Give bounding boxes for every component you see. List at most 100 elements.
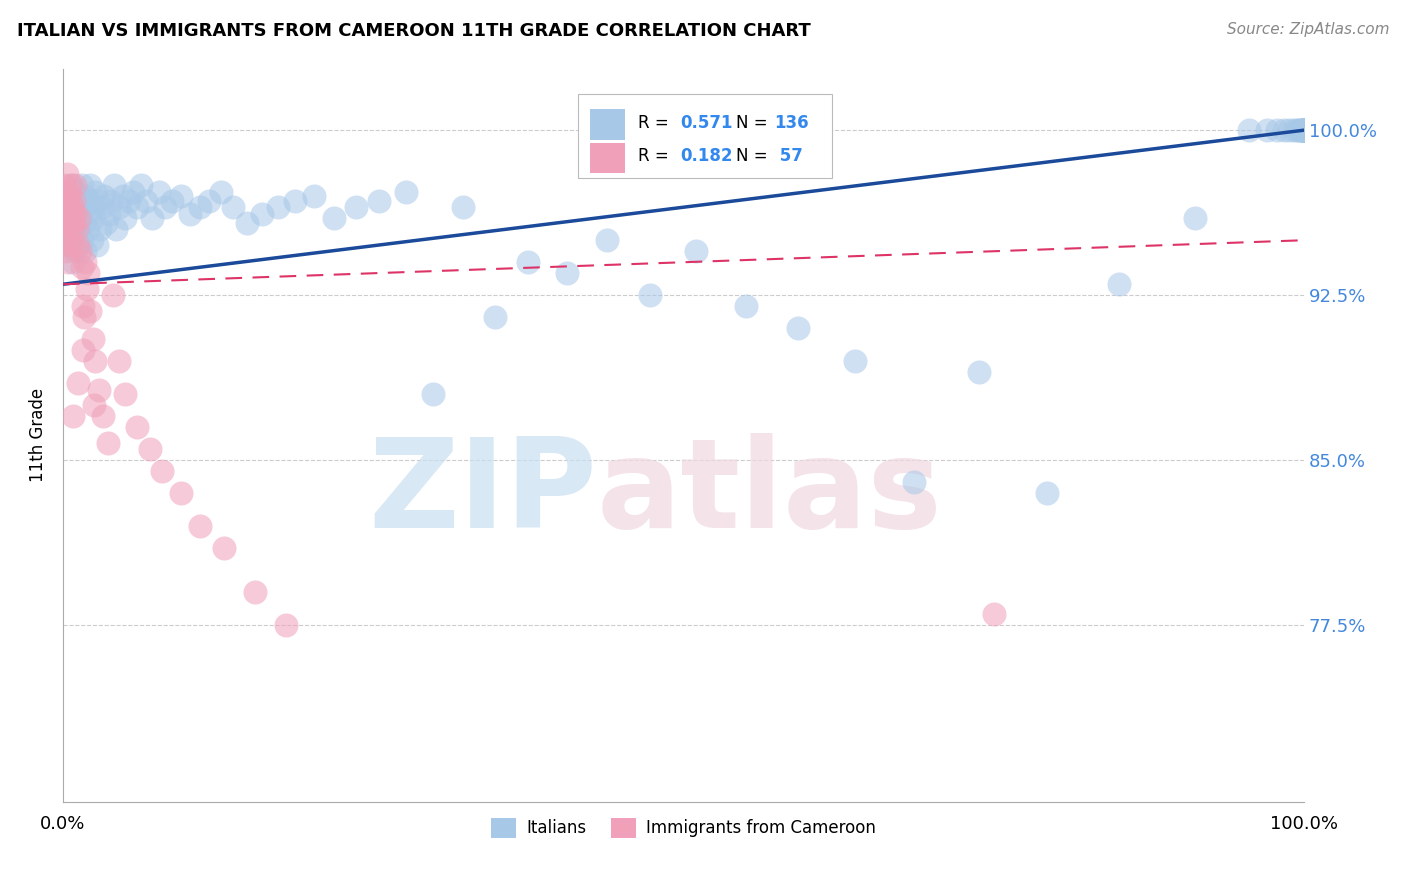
Point	[66, 237, 89, 252]
Point	[1294, 123, 1316, 137]
Point	[1256, 123, 1278, 137]
Point	[55, 189, 77, 203]
Point	[77, 194, 100, 208]
Point	[73, 310, 96, 325]
Point	[1294, 123, 1316, 137]
Point	[93, 189, 115, 203]
Point	[1294, 123, 1316, 137]
Point	[368, 194, 391, 208]
Point	[1294, 123, 1316, 137]
Point	[1294, 123, 1316, 137]
Point	[59, 216, 82, 230]
Text: R =: R =	[638, 114, 673, 133]
Point	[170, 189, 193, 203]
Point	[105, 222, 128, 236]
Point	[55, 211, 77, 226]
Point	[1272, 123, 1295, 137]
Point	[114, 387, 136, 401]
Point	[302, 189, 325, 203]
Point	[86, 237, 108, 252]
Point	[53, 178, 76, 193]
Point	[58, 185, 80, 199]
Point	[1285, 123, 1308, 137]
Point	[844, 354, 866, 368]
Point	[62, 237, 84, 252]
Point	[685, 244, 707, 259]
Point	[62, 255, 84, 269]
Point	[65, 178, 87, 193]
Point	[55, 216, 77, 230]
Point	[62, 409, 84, 424]
Point	[284, 194, 307, 208]
Point	[111, 189, 134, 203]
Text: R =: R =	[638, 147, 673, 166]
Point	[1294, 123, 1316, 137]
Point	[451, 200, 474, 214]
Point	[100, 194, 122, 208]
Point	[1291, 123, 1313, 137]
Point	[59, 194, 82, 208]
Point	[82, 200, 104, 214]
Point	[58, 207, 80, 221]
Point	[209, 185, 232, 199]
Point	[179, 207, 201, 221]
Point	[1294, 123, 1316, 137]
Point	[83, 211, 105, 226]
Point	[322, 211, 344, 226]
Point	[139, 442, 162, 457]
Point	[58, 237, 80, 252]
Point	[84, 185, 107, 199]
Point	[250, 207, 273, 221]
Point	[638, 288, 661, 302]
Point	[66, 189, 89, 203]
Point	[82, 332, 104, 346]
Point	[734, 299, 756, 313]
Point	[129, 178, 152, 193]
Point	[72, 200, 94, 214]
Point	[55, 222, 77, 236]
Point	[484, 310, 506, 325]
Point	[53, 211, 76, 226]
Point	[63, 216, 86, 230]
Point	[75, 189, 97, 203]
Point	[1294, 123, 1316, 137]
Point	[1294, 123, 1316, 137]
Point	[101, 288, 124, 302]
Point	[65, 244, 87, 259]
Point	[75, 255, 97, 269]
Point	[60, 222, 83, 236]
Point	[56, 200, 79, 214]
Point	[87, 383, 110, 397]
Point	[67, 222, 90, 236]
Point	[422, 387, 444, 401]
Point	[141, 211, 163, 226]
Text: ITALIAN VS IMMIGRANTS FROM CAMEROON 11TH GRADE CORRELATION CHART: ITALIAN VS IMMIGRANTS FROM CAMEROON 11TH…	[17, 22, 811, 40]
Point	[72, 299, 94, 313]
Point	[80, 233, 103, 247]
Point	[188, 200, 211, 214]
Text: N =: N =	[735, 114, 772, 133]
Point	[60, 228, 83, 243]
Point	[1294, 123, 1316, 137]
Point	[267, 200, 290, 214]
Point	[1294, 123, 1316, 137]
Point	[118, 194, 141, 208]
Point	[1278, 123, 1301, 137]
Point	[276, 618, 298, 632]
Point	[127, 420, 149, 434]
Point	[96, 216, 118, 230]
Point	[108, 200, 131, 214]
Point	[214, 541, 236, 556]
Point	[62, 200, 84, 214]
Point	[66, 222, 89, 236]
Point	[79, 303, 101, 318]
Point	[103, 178, 125, 193]
Point	[1294, 123, 1316, 137]
Point	[55, 194, 77, 208]
FancyBboxPatch shape	[578, 95, 832, 178]
Point	[65, 207, 87, 221]
Point	[72, 343, 94, 358]
Point	[73, 216, 96, 230]
Point	[153, 200, 176, 214]
Point	[188, 519, 211, 533]
